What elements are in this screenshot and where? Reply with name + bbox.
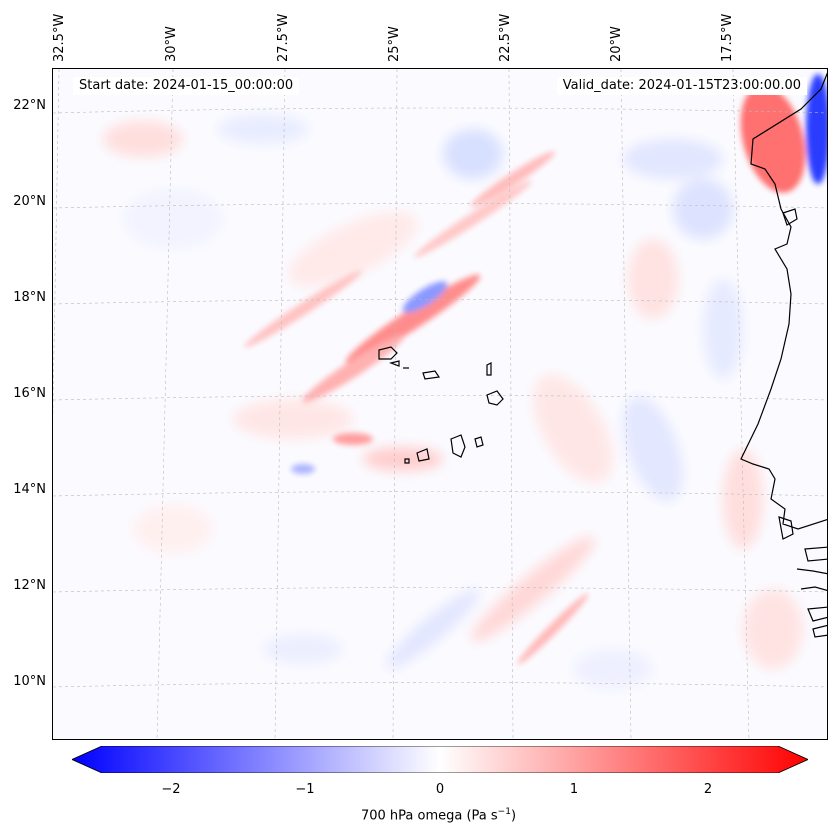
valid-date-label: Valid_date: 2024-01-15T23:00:00.00 xyxy=(556,77,807,95)
colorbar-tick-neg2: −2 xyxy=(161,782,181,797)
lat-label-20n: 20°N xyxy=(13,194,46,209)
lat-label-16n: 16°N xyxy=(13,386,46,401)
colorbar-tick-1: 1 xyxy=(569,782,579,797)
colorbar-tick-2: 2 xyxy=(703,782,713,797)
strong-omega-bands xyxy=(244,74,827,665)
coastlines xyxy=(378,72,827,638)
lat-label-22n: 22°N xyxy=(13,98,46,113)
lon-label-22-5w: 22.5°W xyxy=(498,13,513,62)
colorbar-title: 700 hPa omega (Pa s−1) xyxy=(360,807,517,824)
omega-field-map xyxy=(53,69,827,739)
map-panel: Start date: 2024-01-15_00:00:00 Valid_da… xyxy=(52,68,828,740)
colorbar-tick-0: 0 xyxy=(435,782,445,797)
graticule xyxy=(53,69,827,739)
lon-label-30w: 30°W xyxy=(164,26,179,62)
lon-label-27-5w: 27.5°W xyxy=(276,13,291,62)
start-date-label: Start date: 2024-01-15_00:00:00 xyxy=(73,77,300,95)
lon-label-17-5w: 17.5°W xyxy=(720,13,735,62)
colorbar-gradient xyxy=(72,746,808,773)
lon-label-32-5w: 32.5°W xyxy=(52,13,67,62)
lat-label-10n: 10°N xyxy=(13,674,46,689)
weak-omega-field xyxy=(103,114,803,689)
lat-label-18n: 18°N xyxy=(13,290,46,305)
lat-label-14n: 14°N xyxy=(13,482,46,497)
colorbar xyxy=(72,746,808,773)
cape-verde-islands xyxy=(378,346,398,360)
colorbar-tick-neg1: −1 xyxy=(295,782,315,797)
lon-label-25w: 25°W xyxy=(387,26,402,62)
lat-label-12n: 12°N xyxy=(13,578,46,593)
lon-label-20w: 20°W xyxy=(609,26,624,62)
africa-coastline xyxy=(740,72,827,530)
